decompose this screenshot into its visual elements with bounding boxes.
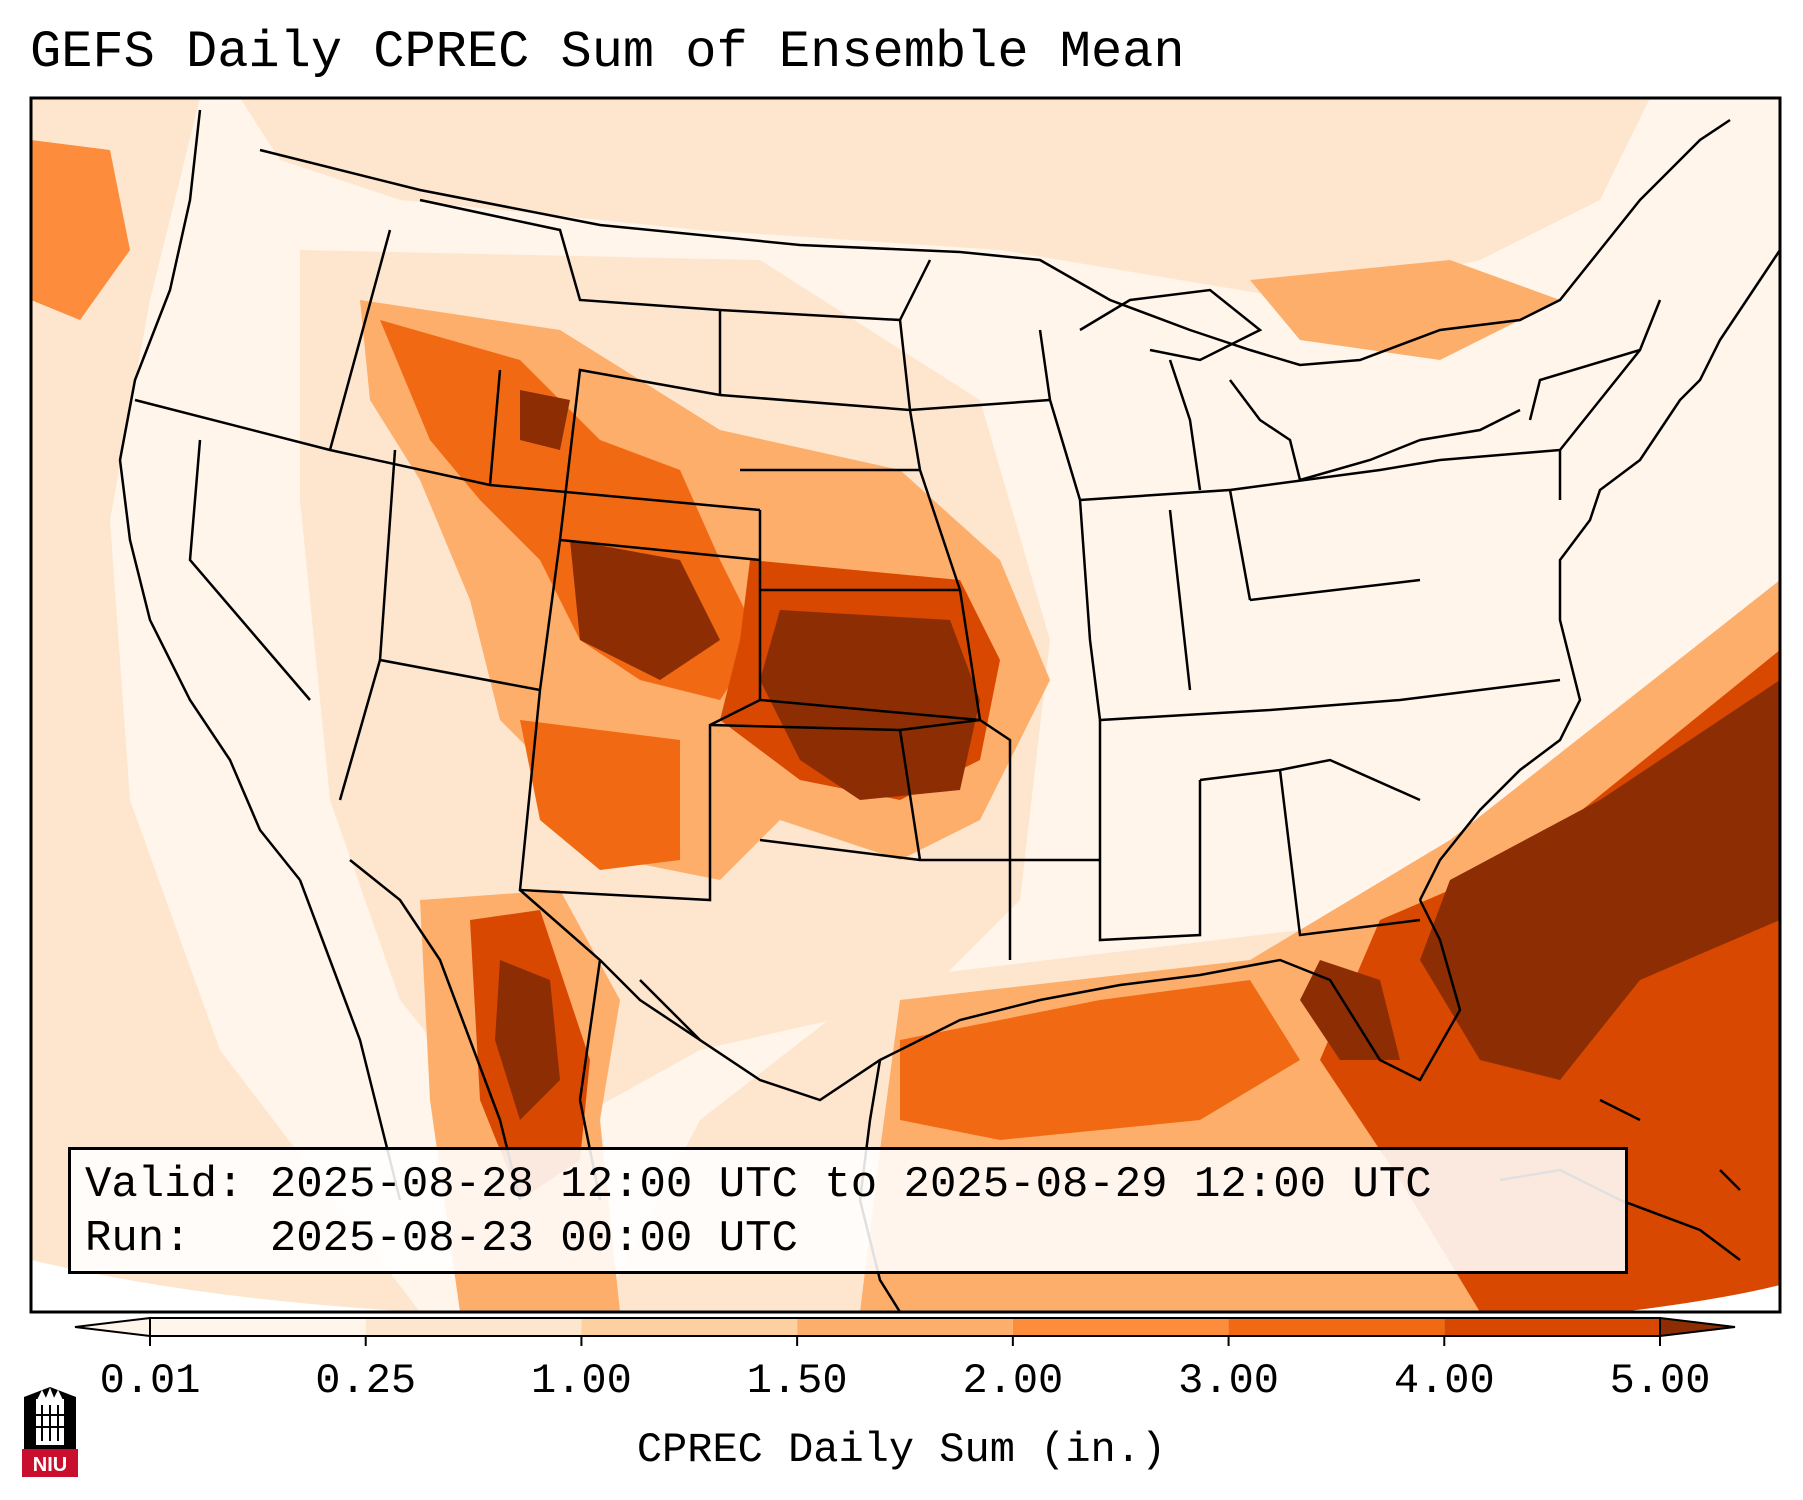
map-title: GEFS Daily CPREC Sum of Ensemble Mean: [30, 23, 1185, 82]
state-lines-west: [134, 198, 762, 902]
precip-heavy-new-mexico: [520, 720, 680, 870]
run-line: Run: 2025-08-23 00:00 UTC: [85, 1212, 1611, 1266]
state-lines-south: [1010, 720, 1421, 942]
colorbar-under-extension: [74, 1316, 151, 1338]
map-frame: [29, 96, 1782, 1314]
colorbar-tick-label: 4.00: [1394, 1357, 1495, 1405]
niu-logo-icon: NIU: [22, 1387, 78, 1477]
colorbar-label: CPREC Daily Sum (in.): [636, 1426, 1167, 1474]
colorbar-segment: [365, 1318, 582, 1336]
colorbar-segment: [1012, 1318, 1229, 1336]
precip-medium-pacific-nw: [31, 140, 130, 320]
precip-max-wyoming: [520, 390, 570, 450]
boundaries: [118, 109, 1780, 1312]
colorbar-segment: [581, 1318, 798, 1336]
valid-line: Valid: 2025-08-28 12:00 UTC to 2025-08-2…: [85, 1158, 1611, 1212]
colorbar-over-extension: [1659, 1316, 1736, 1338]
colorbar-outline: [149, 1317, 1661, 1337]
run-label: Run:: [85, 1214, 191, 1264]
mexico-west-coast: [298, 859, 522, 1201]
colorbar-tick-label: 5.00: [1610, 1357, 1711, 1405]
colorbar-segment: [1228, 1318, 1445, 1336]
precip-max-kansas-oklahoma: [760, 610, 980, 800]
canada-border: [259, 118, 1731, 367]
great-lakes: [1079, 288, 1521, 491]
gulf-coast: [639, 899, 1462, 1102]
colorbar-segment: [150, 1318, 366, 1336]
logo-tower-windows: [36, 1405, 64, 1441]
logo-text: NIU: [33, 1454, 67, 1476]
precip-heavy-gulf-coast: [900, 980, 1300, 1140]
colorbar-tick-label: 1.00: [531, 1357, 632, 1405]
precip-light-north-canada: [240, 98, 1650, 300]
precip-field: [31, 98, 1780, 1312]
colorbar: 0.01 0.25 1.00 1.50 2.00 3.00 4.00 5.00: [74, 1316, 1736, 1405]
atlantic-coast: [1418, 249, 1780, 901]
colorbar-segment: [1444, 1318, 1660, 1336]
colorbar-tick-label: 1.50: [747, 1357, 848, 1405]
domain-corner-sw: [31, 1260, 420, 1312]
state-lines-northeast: [1439, 299, 1662, 500]
precip-max-mexico: [495, 960, 560, 1120]
colorbar-tick-label: 3.00: [1178, 1357, 1279, 1405]
valid-value: 2025-08-28 12:00 UTC to 2025-08-29 12:00…: [269, 1160, 1432, 1210]
colorbar-tick-label: 0.01: [100, 1357, 201, 1405]
logo-tower-roof: [37, 1387, 63, 1400]
valid-run-box: Valid: 2025-08-28 12:00 UTC to 2025-08-2…: [68, 1147, 1628, 1274]
pacific-coast: [118, 109, 301, 881]
valid-label: Valid:: [85, 1160, 244, 1210]
precip-light-west-pacific: [31, 98, 420, 1312]
colorbar-tick-label: 2.00: [962, 1357, 1063, 1405]
colorbar-tick-label: 0.25: [315, 1357, 416, 1405]
colorbar-segment: [797, 1318, 1013, 1336]
precip-max-atlantic: [1420, 680, 1780, 1080]
domain-corner-se: [1620, 1285, 1780, 1312]
logo-banner: [22, 1449, 78, 1477]
precip-medium-great-lakes: [1250, 260, 1560, 360]
precip-max-colorado: [570, 540, 720, 680]
run-value: 2025-08-23 00:00 UTC: [269, 1214, 798, 1264]
